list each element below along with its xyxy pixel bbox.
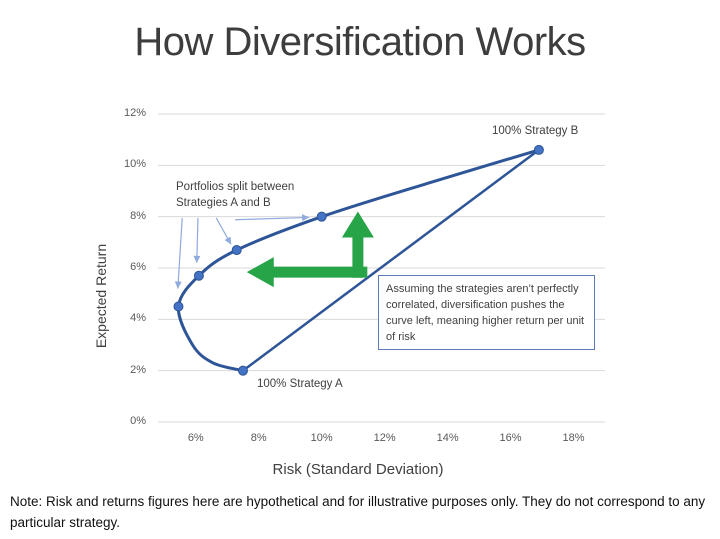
x-tick-label: 12%	[373, 432, 396, 444]
callout-arrow	[177, 217, 183, 289]
y-tick-label: 4%	[130, 312, 146, 325]
data-point-marker	[231, 245, 242, 256]
green-up-arrow	[341, 211, 374, 278]
callout-arrow	[196, 217, 199, 263]
x-tick-label: 18%	[562, 432, 585, 444]
x-tick-label: 6%	[187, 432, 204, 444]
data-point-marker	[193, 270, 204, 281]
data-point-marker	[237, 365, 248, 376]
portfolios-split-annotation: Portfolios split between Strategies A an…	[176, 181, 295, 209]
x-tick-label: 10%	[310, 432, 333, 444]
y-tick-label: 0%	[130, 415, 146, 427]
footnote: Note: Risk and returns figures here are …	[10, 494, 706, 530]
y-tick-label: 12%	[123, 107, 146, 119]
y-tick-label: 10%	[123, 158, 146, 171]
arrowhead	[193, 255, 201, 263]
y-axis-title: Expected Return	[93, 243, 109, 349]
efficient-frontier-curve	[176, 148, 541, 373]
arrowhead	[174, 281, 182, 289]
strategy-b-label: 100% Strategy B	[492, 125, 579, 137]
x-tick-label: 16%	[499, 432, 522, 444]
arrowhead	[301, 214, 310, 222]
data-point-marker	[533, 144, 544, 155]
arrowhead	[224, 236, 232, 245]
y-tick-label: 6%	[130, 261, 146, 273]
explanation-textbox: Assuming the strategies aren’t perfectly…	[378, 275, 595, 350]
x-tick-label: 8%	[250, 432, 267, 444]
slide-title: How Diversification Works	[134, 20, 586, 64]
green-left-arrow	[246, 257, 368, 288]
data-point-marker	[316, 211, 327, 222]
x-tick-label: 14%	[436, 432, 459, 444]
y-tick-label: 8%	[130, 209, 146, 222]
x-axis-title: Risk (Standard Deviation)	[272, 461, 444, 478]
a-to-b-line	[242, 148, 540, 372]
y-tick-label: 2%	[130, 363, 146, 376]
strategy-a-label: 100% Strategy A	[257, 378, 343, 390]
data-point-marker	[173, 301, 184, 312]
callout-arrow	[235, 216, 310, 221]
